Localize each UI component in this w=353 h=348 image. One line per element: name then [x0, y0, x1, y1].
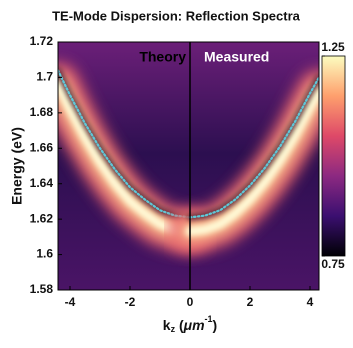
colorbar-tick-label: 0.75: [321, 257, 345, 271]
y-tick-label: 1.58: [30, 282, 54, 296]
x-tick-label: -2: [125, 295, 136, 309]
band-core: [185, 86, 319, 236]
plot-frame: [57, 41, 320, 291]
y-axis-label: Energy (eV): [9, 127, 25, 205]
colorbar: [321, 55, 346, 257]
y-tick-label: 1.62: [30, 211, 54, 225]
band-core: [58, 79, 195, 236]
x-tick-label: 2: [247, 295, 254, 309]
plot-area: [58, 42, 319, 290]
x-label-part: m: [192, 317, 204, 333]
x-tick-label: -4: [65, 295, 76, 309]
x-label-part: -1: [205, 314, 213, 324]
x-label-part: z: [171, 324, 176, 334]
x-label-part: (: [175, 317, 184, 333]
x-label-part: μ: [183, 317, 193, 333]
panel-label: Theory: [139, 49, 186, 65]
colorbar-tick-label: 1.25: [321, 40, 345, 54]
x-label-part: ): [213, 317, 218, 333]
x-tick-label: 0: [187, 295, 194, 309]
series-line: [58, 69, 192, 219]
x-tick-label: 4: [307, 295, 314, 309]
chart-title: TE-Mode Dispersion: Reflection Spectra: [52, 8, 301, 23]
x-label-part: k: [163, 317, 171, 333]
x-axis-label: kz (μm-1): [163, 314, 217, 334]
y-tick-label: 1.68: [30, 105, 54, 119]
y-tick-label: 1.7: [36, 70, 53, 84]
series-line: [188, 76, 319, 219]
y-tick-label: 1.72: [30, 34, 54, 48]
y-tick-label: 1.6: [36, 247, 53, 261]
y-tick-label: 1.66: [30, 140, 54, 154]
y-tick-label: 1.64: [30, 176, 54, 190]
panel-label: Measured: [204, 49, 269, 65]
